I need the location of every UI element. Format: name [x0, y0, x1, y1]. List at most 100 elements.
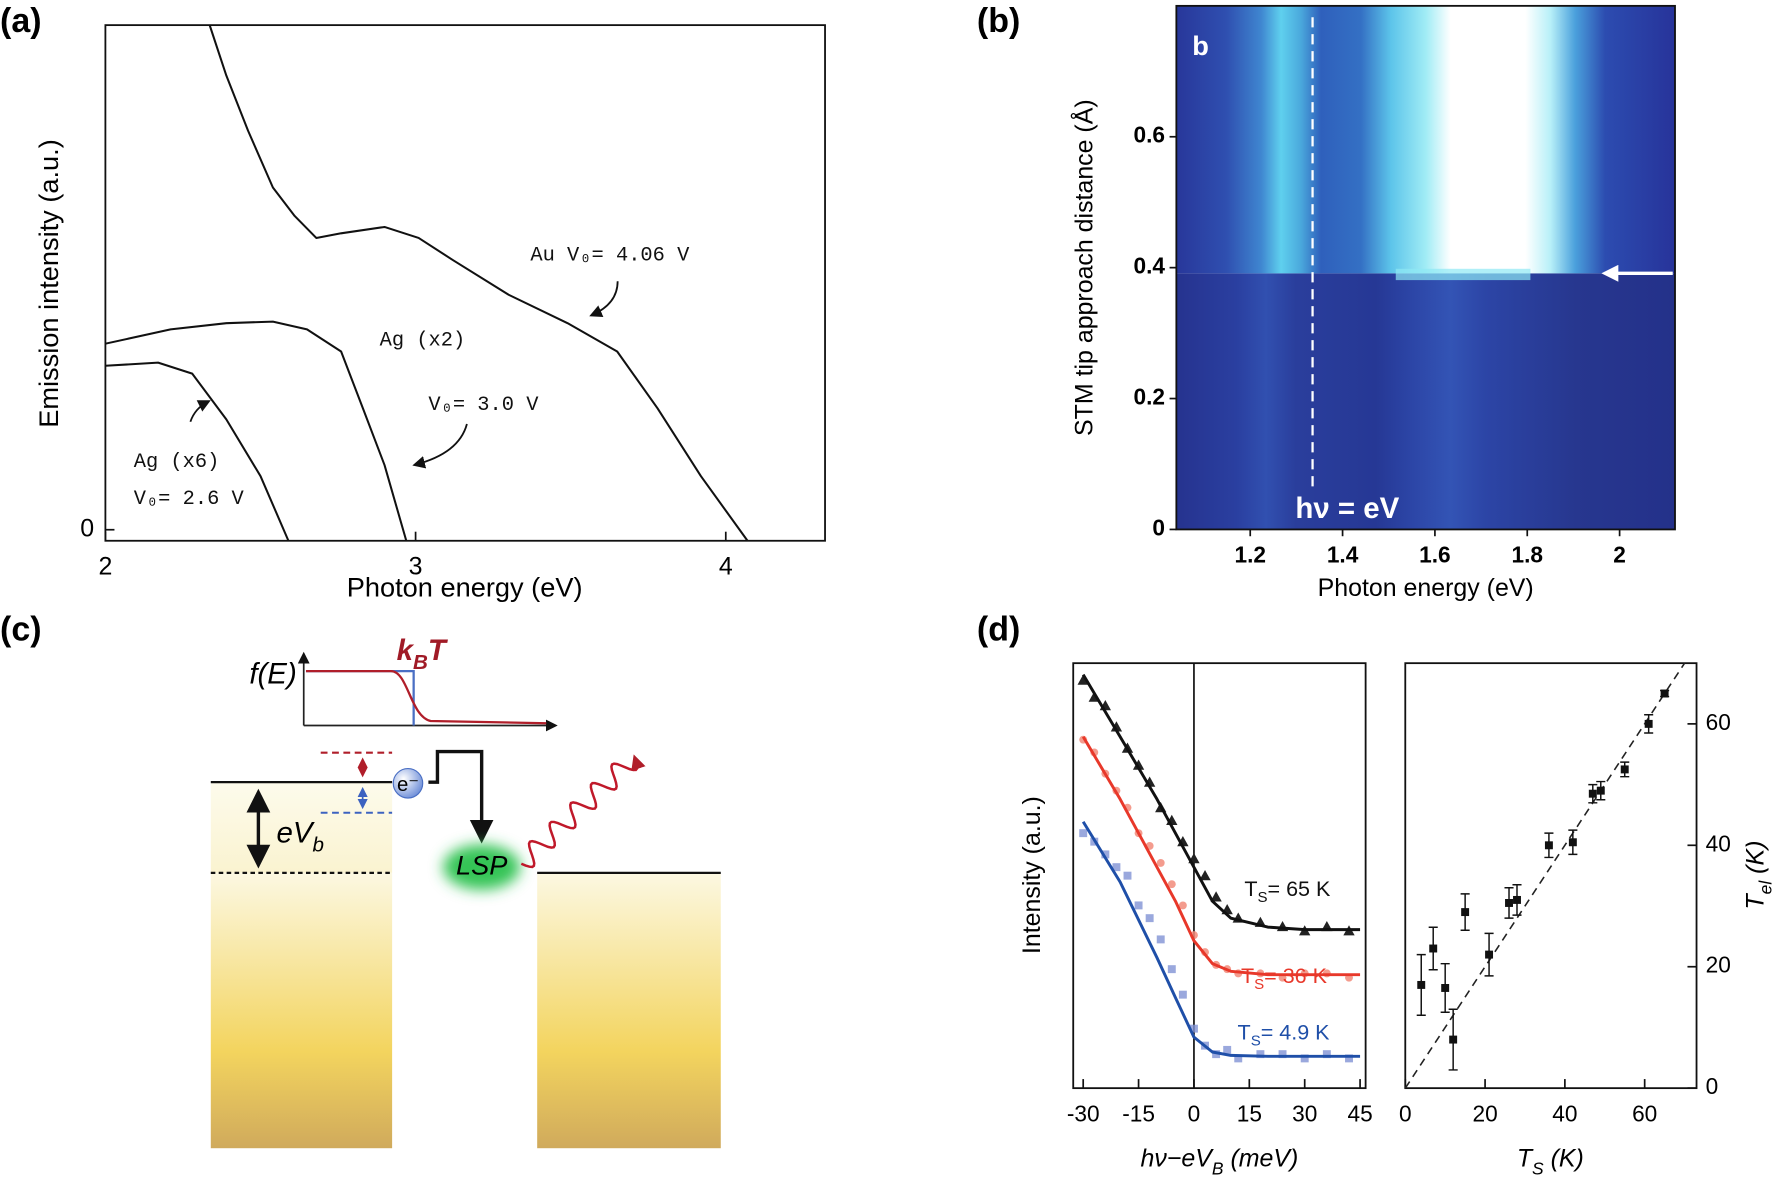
arrow: [589, 281, 619, 318]
series-line: [1081, 820, 1361, 1058]
step-distribution: [305, 669, 415, 726]
point: [1505, 899, 1513, 907]
point: [1167, 880, 1176, 889]
x-axis-label: Photon energy (eV): [1318, 574, 1534, 602]
point: [1134, 901, 1143, 910]
x-tick-label: -15: [1122, 1100, 1155, 1126]
point: [1234, 1054, 1243, 1063]
series-line: [105, 320, 408, 542]
x-axis-label: TS (K): [1517, 1144, 1584, 1178]
point: [1167, 965, 1176, 974]
plot-frame: [104, 24, 826, 542]
panel-label: (d): [977, 610, 1020, 648]
y-tick-label: 60: [1706, 709, 1731, 735]
plasmon-label: LSP: [456, 849, 507, 880]
y-axis-label: Tel (K): [1741, 841, 1775, 910]
label-part: T: [1241, 964, 1254, 988]
plot-frame: [1404, 662, 1698, 1090]
label-part: T: [428, 634, 449, 667]
x-tick-label: 1.4: [1327, 542, 1359, 568]
series-line: [1081, 735, 1361, 977]
x-tick-label: 1.6: [1419, 542, 1451, 568]
y-tick-label: 20: [1706, 952, 1731, 978]
x-tick-label: 2: [98, 553, 112, 581]
point: [1278, 1050, 1287, 1059]
annotation: b: [1192, 30, 1209, 61]
identity-line: [1404, 662, 1686, 1089]
point: [1620, 765, 1629, 774]
electron-label: e⁻: [397, 774, 419, 796]
point: [1112, 863, 1121, 872]
point: [1417, 980, 1426, 989]
label-part: T: [1741, 893, 1769, 910]
point: [1145, 914, 1154, 923]
point: [1300, 1054, 1309, 1063]
x-tick-label: 1.8: [1512, 542, 1544, 568]
point: [1101, 850, 1110, 859]
electrode: [210, 872, 393, 1149]
label-part: hν−eV: [1141, 1144, 1215, 1172]
x-tick-label: 2: [1613, 542, 1626, 568]
point: [1588, 789, 1597, 798]
y-tick-label: 0.2: [1134, 384, 1165, 410]
fermi-label: f(E): [249, 657, 296, 690]
label-part: = 36 K: [1264, 964, 1327, 988]
point: [1178, 901, 1187, 910]
heatmap-edge: [1395, 268, 1531, 281]
chart: -30 -15 0 15 30 45 hν−eVB (meV) Intensity (a.u.…: [1018, 662, 1373, 1178]
x-tick-label: 1.2: [1234, 542, 1266, 568]
electron: [392, 767, 424, 799]
point: [1345, 1054, 1353, 1063]
point: [1178, 990, 1187, 999]
x-tick-label: 0: [1399, 1100, 1412, 1126]
label-part: S: [1251, 1033, 1261, 1050]
label-part: (K): [1544, 1144, 1584, 1172]
x-tick-label: -30: [1067, 1100, 1100, 1126]
x-tick-label: 20: [1472, 1100, 1497, 1126]
point: [1644, 719, 1653, 728]
y-tick-label: 0: [80, 514, 94, 542]
label-part: (K): [1741, 841, 1769, 881]
label-part: (meV): [1224, 1144, 1299, 1172]
annotation: hν = eV: [1295, 492, 1399, 525]
series-line: [105, 361, 290, 542]
y-axis-label: STM tip approach distance (Å): [1068, 99, 1098, 436]
thermal-label: kBT: [397, 634, 449, 674]
photon: [520, 754, 646, 869]
arrow: [412, 423, 468, 469]
x-tick-label: 3: [409, 553, 423, 581]
label-part: b: [313, 833, 324, 856]
annotation-arrows: [189, 281, 619, 469]
point: [1596, 786, 1605, 795]
x-axis-label: Photon energy (eV): [347, 572, 583, 603]
point: [1441, 984, 1450, 992]
plasmon-glow: [443, 844, 521, 890]
point: [1485, 950, 1494, 959]
label-part: k: [397, 634, 415, 667]
y-tick-label: 0: [1152, 514, 1165, 540]
label-part: T: [1244, 877, 1257, 901]
x-tick-label: 45: [1347, 1100, 1372, 1126]
series-line: [1081, 673, 1361, 932]
point: [1256, 1050, 1265, 1059]
point: [1210, 891, 1222, 902]
plot-frame: [1072, 662, 1367, 1090]
label-part: B: [413, 651, 428, 674]
annotation: TS= 36 K: [1241, 964, 1328, 994]
point: [1110, 721, 1123, 732]
annotation: V₀= 2.6 V: [134, 488, 245, 511]
label-part: = 65 K: [1268, 877, 1331, 901]
point: [1322, 1050, 1331, 1059]
arrow: [189, 400, 211, 423]
annotation: Ag (x6): [134, 451, 220, 474]
y-axis-label: Emission intensity (a.u.): [33, 139, 64, 428]
fermi-distribution: [305, 669, 547, 725]
bias-label: eVb: [277, 816, 325, 856]
point: [1189, 1024, 1198, 1033]
point: [1079, 829, 1088, 838]
panel-label: (a): [0, 2, 42, 40]
x-tick-label: 40: [1552, 1100, 1577, 1126]
